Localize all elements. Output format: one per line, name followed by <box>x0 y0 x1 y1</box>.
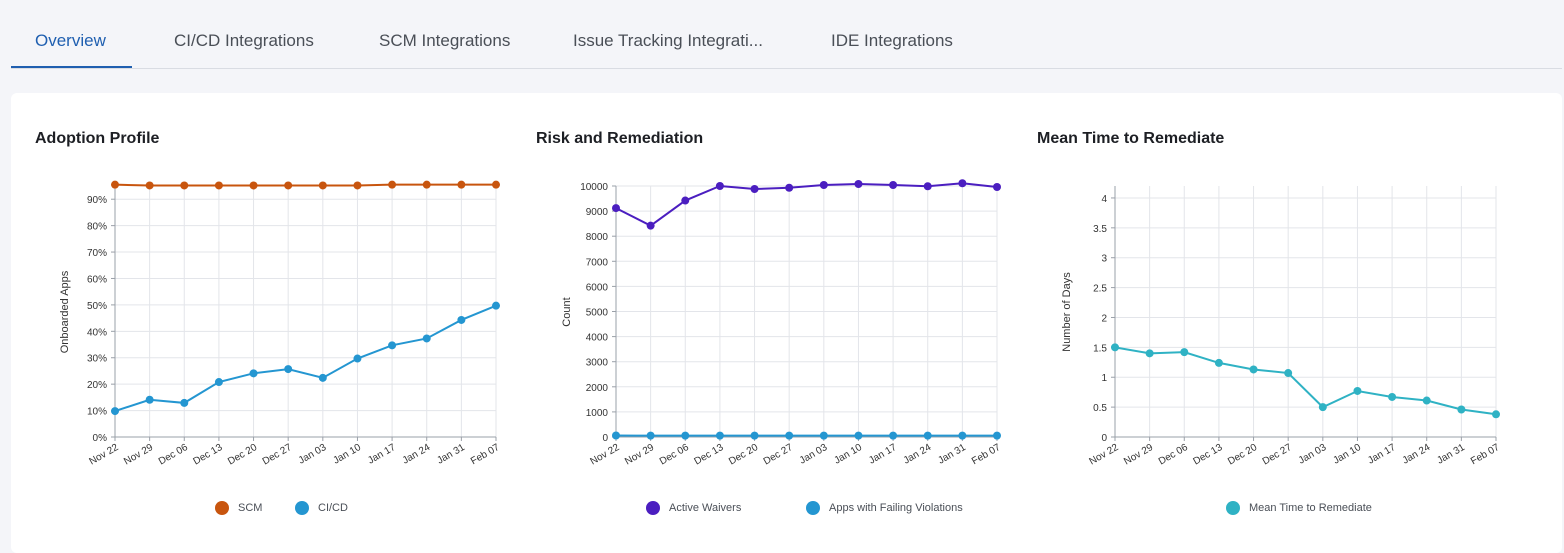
data-point <box>1388 393 1396 401</box>
y-tick-label: 1 <box>1101 373 1107 384</box>
data-point <box>1423 397 1431 405</box>
legend-label: CI/CD <box>318 502 348 514</box>
series-line <box>1115 347 1496 414</box>
legend-marker-icon <box>215 501 229 515</box>
y-tick-label: 3.5 <box>1093 224 1107 235</box>
legend-label: SCM <box>238 502 262 514</box>
data-point <box>1492 410 1500 418</box>
legend-marker-icon <box>806 501 820 515</box>
x-tick-label: Dec 13 <box>1191 442 1224 468</box>
legend-marker-icon <box>295 501 309 515</box>
data-point <box>1319 403 1327 411</box>
data-point <box>1353 387 1361 395</box>
data-point <box>1146 349 1154 357</box>
x-tick-label: Dec 27 <box>1261 442 1294 468</box>
legend-label: Apps with Failing Violations <box>829 502 963 514</box>
y-tick-label: 2.5 <box>1093 284 1107 295</box>
legend-label: Active Waivers <box>669 502 741 514</box>
legend-item-cicd[interactable]: CI/CD <box>295 500 348 516</box>
x-tick-label: Nov 29 <box>1122 442 1155 468</box>
legend-marker-icon <box>1226 501 1240 515</box>
y-axis-label: Number of Days <box>1061 272 1073 352</box>
data-point <box>1180 348 1188 356</box>
legend-item-failing-violations[interactable]: Apps with Failing Violations <box>806 500 963 516</box>
x-tick-label: Jan 24 <box>1401 442 1433 467</box>
x-tick-label: Jan 10 <box>1331 442 1363 467</box>
x-tick-label: Dec 06 <box>1157 442 1190 468</box>
data-point <box>1457 406 1465 414</box>
legend-item-active-waivers[interactable]: Active Waivers <box>646 500 741 516</box>
x-tick-label: Nov 22 <box>1088 442 1121 468</box>
x-tick-label: Jan 17 <box>1366 442 1398 467</box>
legend-label: Mean Time to Remediate <box>1249 502 1372 514</box>
data-point <box>1111 343 1119 351</box>
data-point <box>1215 359 1223 367</box>
data-point <box>1284 369 1292 377</box>
y-tick-label: 4 <box>1101 194 1107 205</box>
x-tick-label: Dec 20 <box>1226 442 1259 468</box>
y-tick-label: 3 <box>1101 254 1107 265</box>
y-tick-label: 0.5 <box>1093 403 1107 414</box>
x-tick-label: Feb 07 <box>1469 442 1502 467</box>
legend-item-scm[interactable]: SCM <box>215 500 262 516</box>
y-tick-label: 0 <box>1101 433 1107 444</box>
x-tick-label: Jan 31 <box>1435 442 1467 467</box>
legend-marker-icon <box>646 501 660 515</box>
y-tick-label: 2 <box>1101 313 1107 324</box>
data-point <box>1250 365 1258 373</box>
x-tick-label: Jan 03 <box>1297 442 1329 467</box>
y-tick-label: 1.5 <box>1093 343 1107 354</box>
legend-item-mttr[interactable]: Mean Time to Remediate <box>1226 500 1372 516</box>
